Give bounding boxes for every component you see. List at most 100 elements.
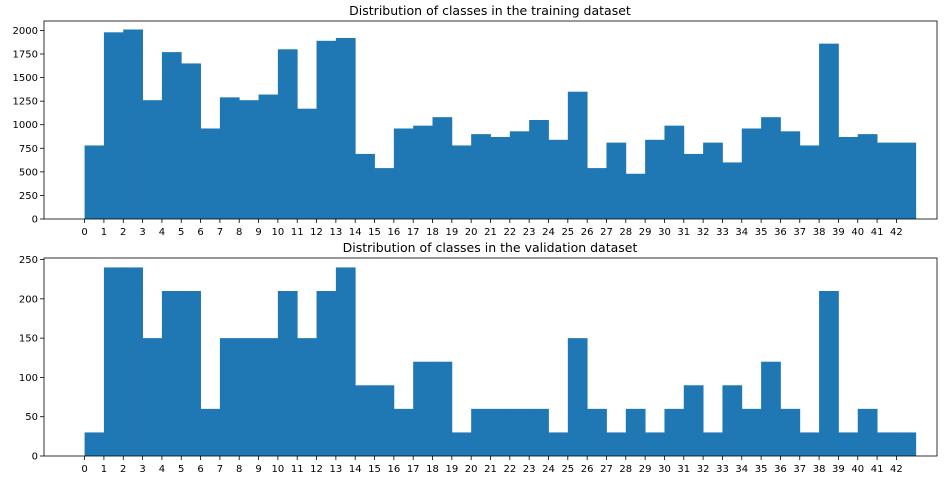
validation-xtick-label: 29	[639, 464, 652, 475]
training-bar-38	[819, 43, 839, 219]
training-xtick-label: 32	[697, 227, 710, 238]
training-xtick-label: 30	[658, 227, 671, 238]
training-ytick-label: 250	[19, 191, 38, 202]
validation-bar-13	[335, 267, 356, 456]
validation-xtick-label: 5	[178, 464, 184, 475]
training-xtick-label: 26	[581, 227, 594, 238]
training-bar-30	[664, 125, 685, 219]
training-xtick-label: 9	[255, 227, 261, 238]
training-bar-0	[84, 145, 105, 219]
training-xtick-label: 23	[523, 227, 536, 238]
validation-bar-23	[529, 408, 549, 456]
validation-xtick-label: 23	[523, 464, 536, 475]
training-xtick-label: 5	[178, 227, 184, 238]
training-bar-1	[103, 32, 124, 220]
training-bar-29	[645, 139, 665, 219]
validation-xtick-label: 38	[813, 464, 826, 475]
validation-bar-15	[374, 385, 395, 456]
training-bar-24	[548, 139, 569, 219]
training-xtick-label: 11	[291, 227, 304, 238]
validation-bar-38	[819, 291, 839, 456]
validation-xtick-label: 7	[217, 464, 223, 475]
validation-xtick-label: 30	[658, 464, 671, 475]
validation-bar-29	[645, 432, 665, 456]
training-xtick-label: 4	[159, 227, 165, 238]
training-ytick-label: 1000	[13, 120, 38, 131]
training-bar-32	[703, 142, 723, 219]
validation-xtick-label: 17	[407, 464, 420, 475]
validation-bar-1	[103, 267, 124, 456]
validation-xtick-label: 24	[542, 464, 555, 475]
training-xtick-label: 16	[387, 227, 400, 238]
training-xtick-label: 42	[890, 227, 903, 238]
validation-xtick-label: 4	[159, 464, 165, 475]
validation-ytick-label: 200	[19, 294, 38, 305]
validation-xtick-label: 0	[81, 464, 87, 475]
validation-bar-3	[142, 338, 163, 456]
training-xtick-label: 35	[755, 227, 768, 238]
training-xtick-label: 37	[793, 227, 806, 238]
training-ytick-label: 1750	[13, 50, 38, 61]
validation-bar-10	[277, 291, 298, 456]
training-bar-36	[780, 131, 801, 219]
validation-bar-35	[761, 361, 781, 456]
training-bar-40	[857, 134, 878, 219]
training-bar-12	[316, 40, 337, 219]
validation-bar-20	[471, 408, 491, 456]
training-bar-23	[529, 120, 549, 219]
validation-bar-11	[297, 338, 317, 456]
validation-bars	[84, 267, 917, 456]
training-bar-2	[123, 29, 143, 219]
validation-xtick-label: 22	[503, 464, 516, 475]
validation-bar-40	[857, 408, 878, 456]
validation-xtick-label: 16	[387, 464, 400, 475]
training-bar-35	[761, 117, 781, 219]
training-xtick-label: 3	[139, 227, 145, 238]
validation-xtick-label: 19	[445, 464, 458, 475]
validation-bar-14	[355, 385, 375, 456]
validation-bar-8	[239, 338, 259, 456]
training-bar-5	[181, 63, 201, 220]
training-bar-16	[393, 128, 414, 219]
validation-chart-title: Distribution of classes in the validatio…	[343, 240, 638, 255]
training-xtick-label: 24	[542, 227, 555, 238]
training-bar-27	[606, 142, 627, 219]
training-xtick-label: 6	[197, 227, 203, 238]
validation-xtick-label: 20	[465, 464, 478, 475]
validation-xtick-label: 40	[851, 464, 864, 475]
validation-bar-9	[258, 338, 279, 456]
training-bar-17	[413, 125, 433, 219]
training-xtick-label: 41	[871, 227, 884, 238]
validation-xtick-label: 12	[310, 464, 323, 475]
validation-bar-32	[703, 432, 723, 456]
validation-bar-22	[509, 408, 530, 456]
validation-bar-36	[780, 408, 801, 456]
validation-bar-12	[316, 291, 337, 456]
training-xtick-label: 12	[310, 227, 323, 238]
training-xtick-label: 33	[716, 227, 729, 238]
training-bar-8	[239, 100, 259, 219]
training-xtick-label: 17	[407, 227, 420, 238]
training-xtick-label: 28	[619, 227, 632, 238]
training-xtick-label: 18	[426, 227, 439, 238]
training-xtick-label: 10	[272, 227, 285, 238]
validation-xtick-label: 39	[832, 464, 845, 475]
training-ytick-label: 2000	[13, 26, 38, 37]
training-xtick-label: 29	[639, 227, 652, 238]
training-bar-33	[722, 162, 743, 219]
training-ytick-label: 0	[32, 215, 38, 226]
training-xtick-label: 27	[600, 227, 613, 238]
validation-xtick-label: 10	[272, 464, 285, 475]
training-bar-3	[142, 100, 163, 219]
validation-xtick-label: 27	[600, 464, 613, 475]
training-xtick-label: 34	[735, 227, 748, 238]
validation-xtick-label: 42	[890, 464, 903, 475]
validation-bar-27	[606, 432, 627, 456]
training-chart-title: Distribution of classes in the training …	[349, 3, 631, 18]
training-bar-7	[219, 97, 240, 219]
validation-xtick-label: 3	[139, 464, 145, 475]
training-bar-19	[451, 145, 472, 219]
validation-xtick-label: 6	[197, 464, 203, 475]
training-ytick-label: 1500	[13, 73, 38, 84]
validation-bar-41	[877, 432, 897, 456]
